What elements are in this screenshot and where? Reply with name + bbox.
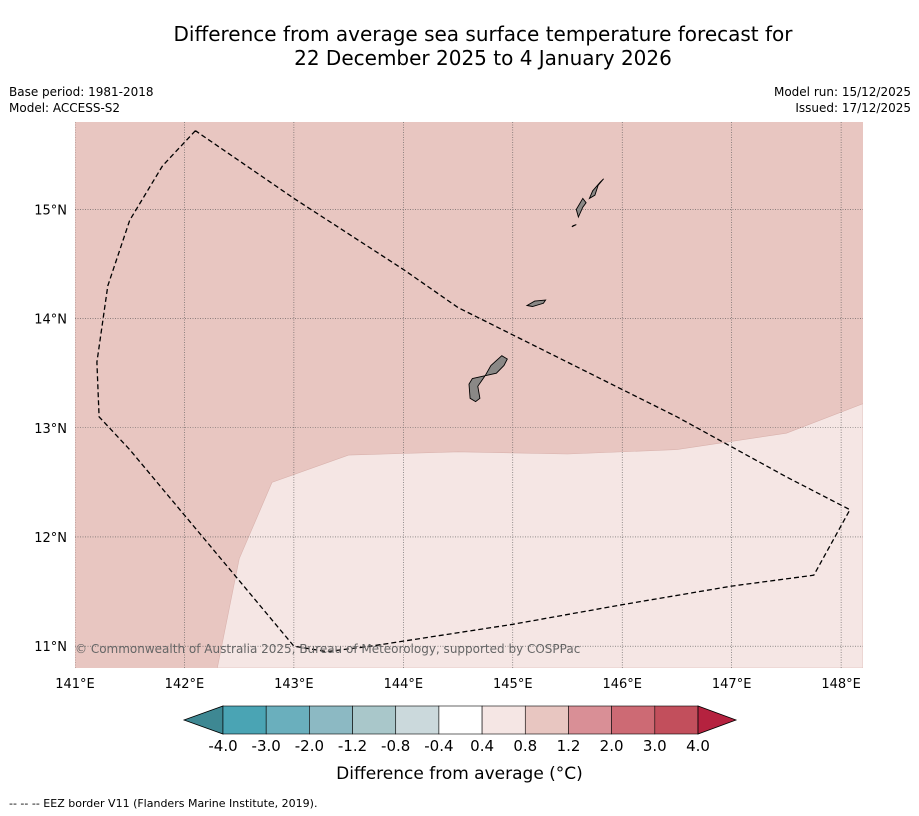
island-saipan <box>588 178 604 200</box>
colorbar-bin <box>524 705 569 735</box>
title-line-1: Difference from average sea surface temp… <box>173 22 793 46</box>
island-tinian <box>575 197 587 219</box>
lon-tick-label: 142°E <box>165 677 205 692</box>
title-line-2: 22 December 2025 to 4 January 2026 <box>294 46 672 70</box>
colorbar-under-arrow <box>182 705 224 735</box>
colorbar-bin <box>265 705 310 735</box>
colorbar <box>182 705 738 735</box>
map-axes: 141°E 142°E 143°E 144°E 145°E 146°E 147°E 148°E… <box>34 203 861 692</box>
lat-tick-label: 11°N <box>34 640 67 655</box>
colorbar-bin <box>222 705 267 735</box>
colorbar-bin <box>654 705 699 735</box>
island-aguijan <box>571 224 577 228</box>
colorbar-bin <box>611 705 656 735</box>
meta-left: Base period: 1981-2018 Model: ACCESS-S2 <box>9 84 154 116</box>
island-guam <box>468 355 508 403</box>
lon-tick-label: 147°E <box>712 677 752 692</box>
colorbar-tick-label: -4.0 <box>208 737 238 755</box>
meta-right: Model run: 15/12/2025 Issued: 17/12/2025 <box>774 84 911 116</box>
colorbar-bin <box>395 705 440 735</box>
colorbar-tick-label: -0.8 <box>381 737 411 755</box>
colorbar-title: Difference from average (°C) <box>336 764 583 784</box>
model-name: Model: ACCESS-S2 <box>9 101 121 115</box>
colorbar-bin <box>438 705 483 735</box>
model-run: Model run: 15/12/2025 <box>773 85 911 99</box>
lon-tick-label: 143°E <box>274 677 314 692</box>
lon-tick-label: 148°E <box>821 677 861 692</box>
base-period: Base period: 1981-2018 <box>9 85 154 99</box>
lon-tick-label: 146°E <box>602 677 642 692</box>
colorbar-tick-label: 1.2 <box>556 737 581 755</box>
colorbar-bin <box>309 705 353 735</box>
colorbar-bin <box>352 705 397 735</box>
chart-title: Difference from average sea surface temp… <box>0 22 919 70</box>
lon-tick-label: 144°E <box>384 677 424 692</box>
lon-tick-label: 141°E <box>55 677 95 692</box>
anomaly-region <box>216 403 863 668</box>
colorbar-bin <box>481 705 526 735</box>
colorbar-over-arrow <box>697 705 738 735</box>
issued-date: Issued: 17/12/2025 <box>795 101 911 115</box>
colorbar-tick-label: 3.0 <box>642 737 667 755</box>
colorbar-tick-label: 4.0 <box>686 737 710 755</box>
lat-tick-label: 13°N <box>34 422 67 437</box>
colorbar-tick-label: 2.0 <box>599 737 624 755</box>
lat-tick-label: 14°N <box>34 313 67 328</box>
map-plot-area <box>75 122 863 668</box>
lat-tick-label: 15°N <box>34 203 67 218</box>
lon-tick-label: 145°E <box>493 677 533 692</box>
colorbar-tick-label: -1.2 <box>337 737 368 755</box>
island-rota <box>525 299 547 307</box>
eez-legend: -- -- -- EEZ border V11 (Flanders Marine… <box>9 797 318 810</box>
colorbar-tick-label: -0.4 <box>424 737 454 755</box>
colorbar-tick-label: -3.0 <box>251 737 281 755</box>
copyright-notice: © Commonwealth of Australia 2025, Bureau… <box>75 642 580 656</box>
colorbar-tick-label: 0.4 <box>470 737 495 755</box>
colorbar-bin <box>568 705 612 735</box>
eez-border <box>96 130 851 653</box>
colorbar-tick-label: 0.8 <box>513 737 538 755</box>
colorbar-tick-label: -2.0 <box>294 737 325 755</box>
lat-tick-label: 12°N <box>34 531 67 546</box>
